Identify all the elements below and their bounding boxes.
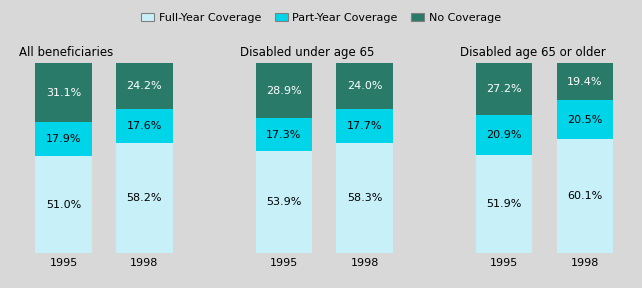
- Bar: [476, 63, 532, 115]
- Bar: [116, 109, 173, 143]
- Text: 20.9%: 20.9%: [487, 130, 522, 140]
- Text: 24.2%: 24.2%: [126, 81, 162, 91]
- Text: Disabled under age 65: Disabled under age 65: [239, 46, 374, 59]
- Bar: [476, 155, 532, 253]
- Bar: [256, 63, 312, 118]
- Text: 58.2%: 58.2%: [126, 193, 162, 203]
- Bar: [336, 63, 393, 109]
- Text: 17.7%: 17.7%: [347, 121, 382, 131]
- Bar: [557, 139, 613, 253]
- Text: 58.3%: 58.3%: [347, 193, 382, 203]
- Bar: [116, 143, 173, 253]
- Bar: [256, 151, 312, 253]
- Bar: [35, 63, 92, 122]
- Bar: [476, 115, 532, 155]
- Bar: [35, 156, 92, 253]
- Text: 19.4%: 19.4%: [567, 77, 603, 87]
- Text: 60.1%: 60.1%: [567, 191, 602, 201]
- Bar: [336, 143, 393, 253]
- Bar: [116, 63, 173, 109]
- Bar: [256, 118, 312, 151]
- Legend: Full-Year Coverage, Part-Year Coverage, No Coverage: Full-Year Coverage, Part-Year Coverage, …: [137, 8, 505, 27]
- Text: All beneficiaries: All beneficiaries: [19, 46, 114, 59]
- Text: 53.9%: 53.9%: [266, 197, 302, 207]
- Text: Disabled age 65 or older: Disabled age 65 or older: [460, 46, 605, 59]
- Text: 17.9%: 17.9%: [46, 134, 82, 145]
- Text: 51.0%: 51.0%: [46, 200, 82, 210]
- Text: 20.5%: 20.5%: [567, 115, 602, 125]
- Bar: [557, 100, 613, 139]
- Bar: [35, 122, 92, 156]
- Text: 27.2%: 27.2%: [486, 84, 522, 94]
- Text: 51.9%: 51.9%: [487, 199, 522, 209]
- Text: 28.9%: 28.9%: [266, 86, 302, 96]
- Bar: [336, 109, 393, 143]
- Text: 17.6%: 17.6%: [126, 121, 162, 131]
- Text: 24.0%: 24.0%: [347, 81, 382, 91]
- Text: 17.3%: 17.3%: [266, 130, 302, 140]
- Text: 31.1%: 31.1%: [46, 88, 82, 98]
- Bar: [557, 63, 613, 100]
